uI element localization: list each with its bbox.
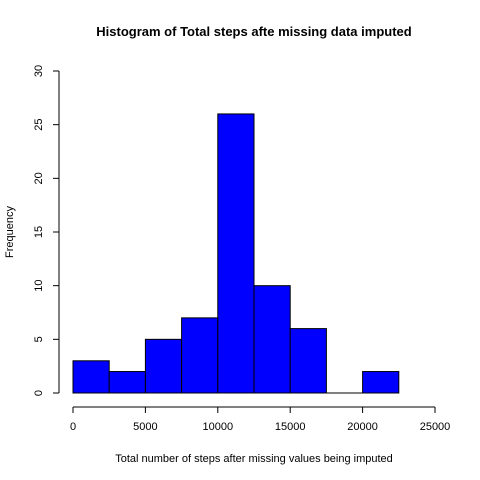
y-tick-label: 15	[33, 226, 45, 238]
y-axis: 0 5 10 15 20 25 30	[33, 65, 60, 396]
x-tick-label: 5000	[133, 421, 157, 433]
y-tick-label: 30	[33, 65, 45, 77]
histogram-bar	[144, 338, 183, 394]
x-tick-label: 20000	[347, 421, 378, 433]
y-tick-label: 20	[33, 172, 45, 184]
histogram-bar	[253, 285, 291, 394]
x-tick-label: 0	[70, 421, 76, 433]
y-tick-label: 10	[33, 280, 45, 292]
x-axis-label: Total number of steps after missing valu…	[115, 453, 393, 465]
y-tick-label: 5	[33, 336, 45, 342]
histogram-bar	[362, 371, 400, 394]
x-axis: 0 5000 10000 15000 20000 25000	[70, 406, 451, 433]
histogram-bar	[72, 360, 110, 394]
y-tick-label: 25	[33, 119, 45, 131]
bars-group	[72, 113, 400, 394]
histogram-bar	[108, 371, 146, 394]
histogram-bar	[289, 328, 327, 394]
histogram-bar	[181, 317, 219, 394]
x-tick-label: 10000	[203, 421, 234, 433]
y-tick-label: 0	[33, 390, 45, 396]
histogram-bar	[217, 113, 255, 394]
y-axis-label: Frequency	[4, 206, 16, 258]
x-tick-label: 15000	[275, 421, 306, 433]
chart-title: Histogram of Total steps afte missing da…	[96, 24, 411, 39]
x-tick-label: 25000	[420, 421, 451, 433]
